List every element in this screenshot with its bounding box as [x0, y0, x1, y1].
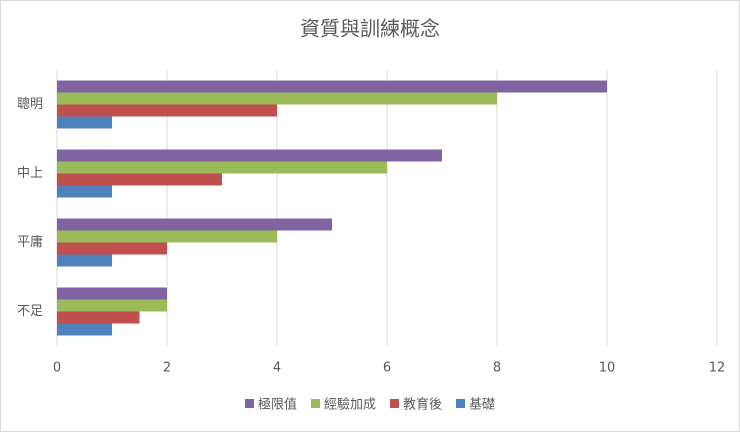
x-tick-label: 4	[273, 361, 281, 376]
x-tick-label: 10	[599, 361, 616, 376]
bar	[57, 80, 607, 93]
chart-title: 資質與訓練概念	[300, 17, 440, 41]
legend-swatch	[310, 399, 320, 408]
x-tick-label: 6	[383, 361, 391, 376]
bar	[57, 104, 277, 117]
bar	[57, 92, 497, 105]
legend-label: 經驗加成	[324, 398, 376, 413]
y-tick-label: 平庸	[17, 234, 43, 250]
bar	[57, 218, 332, 231]
bar	[57, 230, 277, 243]
legend-swatch	[390, 399, 399, 408]
y-tick-label: 不足	[17, 304, 43, 319]
bar	[57, 116, 112, 129]
legend-swatch	[244, 399, 254, 408]
bar	[57, 161, 387, 174]
bar	[57, 242, 167, 255]
legend-swatch	[456, 399, 466, 408]
bar	[57, 323, 112, 336]
x-tick-label: 12	[709, 361, 726, 376]
legend-label: 基礎	[469, 398, 495, 413]
bar	[57, 299, 167, 312]
x-tick-label: 0	[53, 361, 61, 376]
bar	[57, 311, 140, 324]
legend-label: 教育後	[403, 397, 442, 413]
y-tick-label: 中上	[17, 166, 43, 181]
x-tick-label: 2	[163, 361, 171, 376]
bar	[57, 149, 442, 162]
y-tick-label: 聰明	[17, 97, 43, 112]
legend-label: 極限值	[258, 397, 297, 413]
bar	[57, 173, 222, 186]
bar	[57, 287, 167, 300]
bar	[57, 185, 112, 198]
x-tick-label: 8	[493, 361, 501, 376]
bar	[57, 254, 112, 267]
